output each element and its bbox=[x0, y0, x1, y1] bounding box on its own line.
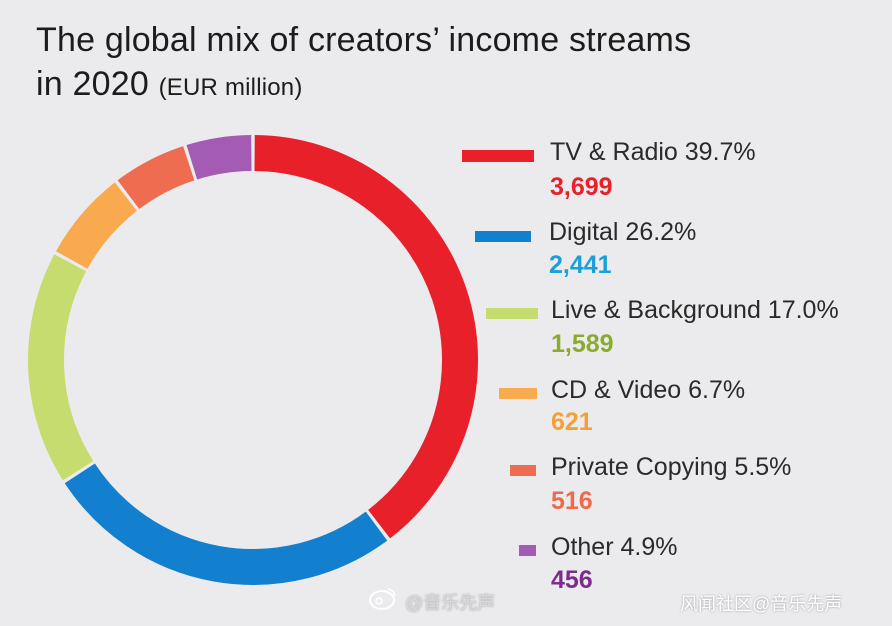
donut-slice-digital bbox=[64, 463, 388, 585]
donut-slice-private-copying bbox=[117, 146, 195, 210]
legend-label: Live & Background 17.0% bbox=[551, 296, 839, 324]
legend-label: Other 4.9% bbox=[551, 533, 678, 561]
chart-title-line2: in 2020 bbox=[36, 65, 149, 103]
legend-value: 1,589 bbox=[551, 330, 614, 358]
donut-slice-other bbox=[186, 135, 252, 180]
watermark-logo-icon bbox=[369, 588, 396, 610]
chart-title-line1: The global mix of creators’ income strea… bbox=[36, 21, 692, 59]
legend-value: 621 bbox=[551, 408, 593, 436]
legend-swatch bbox=[486, 308, 538, 319]
legend-swatch bbox=[499, 388, 537, 399]
chart-title: The global mix of creators’ income strea… bbox=[36, 18, 856, 110]
legend-value: 516 bbox=[551, 487, 593, 515]
watermark-left: @音乐先声 bbox=[405, 593, 496, 613]
legend-value: 2,441 bbox=[549, 251, 612, 279]
legend-label: Private Copying 5.5% bbox=[551, 453, 792, 481]
legend-swatch bbox=[519, 545, 536, 556]
legend-label: TV & Radio 39.7% bbox=[550, 138, 756, 166]
legend-swatch bbox=[462, 150, 534, 162]
watermark-right: 风闻社区@音乐先声 bbox=[680, 594, 843, 614]
legend-value: 3,699 bbox=[550, 173, 613, 201]
chart-title-unit: (EUR million) bbox=[158, 74, 303, 101]
legend-value: 456 bbox=[551, 566, 593, 594]
legend-label: Digital 26.2% bbox=[549, 218, 697, 246]
legend-swatch bbox=[510, 465, 536, 476]
donut-slice-live-background bbox=[28, 254, 94, 481]
donut-slice-tv-radio bbox=[254, 135, 478, 539]
legend-label: CD & Video 6.7% bbox=[551, 376, 746, 404]
donut-slice-cd-video bbox=[56, 182, 138, 270]
legend-swatch bbox=[475, 231, 531, 242]
